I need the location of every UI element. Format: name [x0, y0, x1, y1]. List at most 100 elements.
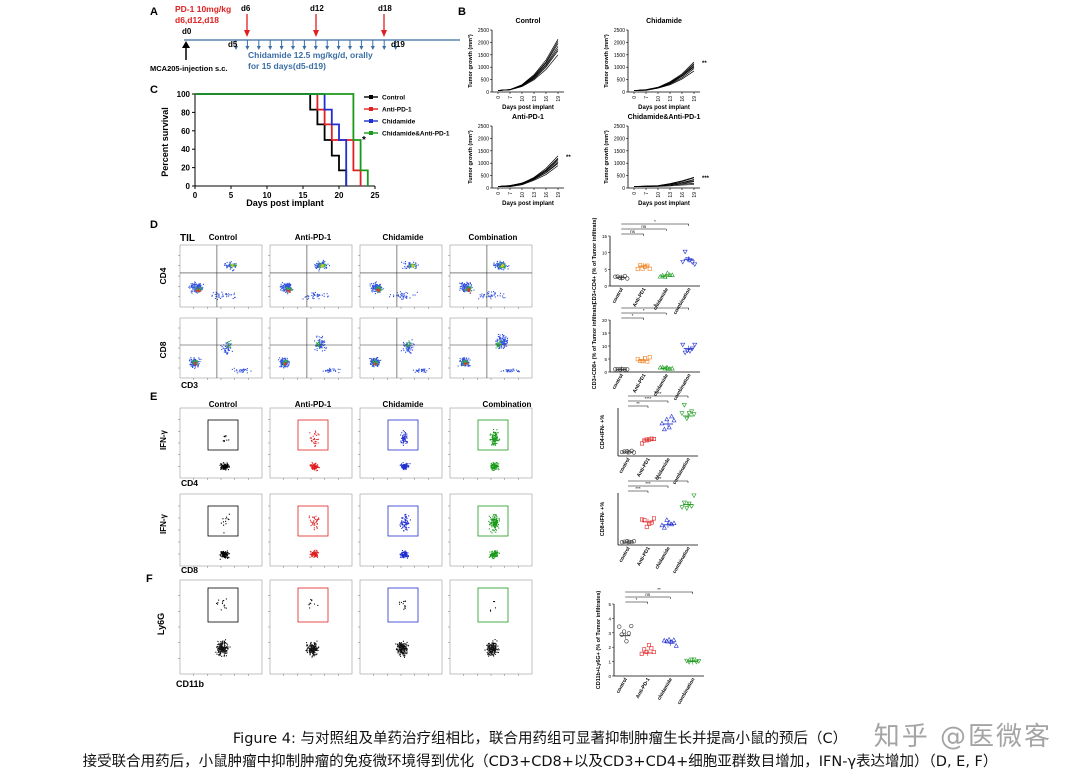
flow-event-dot — [314, 646, 316, 648]
flow-event-dot — [402, 439, 404, 441]
flow-event-dot — [379, 287, 381, 289]
legend-marker-icon — [369, 131, 373, 135]
flow-event-dot — [507, 370, 509, 372]
growth-y-tick-label: 500 — [617, 78, 626, 84]
flow-event-dot — [196, 289, 198, 291]
flow-event-dot — [314, 432, 316, 434]
pd1-arrowhead-icon — [313, 30, 319, 37]
flow-event-dot — [400, 553, 402, 555]
flow-event-dot — [287, 289, 289, 291]
dot-point — [625, 276, 630, 281]
dot-category-label: chidamide — [654, 546, 672, 571]
flow-event-dot — [493, 652, 495, 654]
flow-event-dot — [488, 520, 490, 522]
growth-x-tick-label: 0 — [496, 96, 502, 99]
flow-event-dot — [497, 344, 499, 346]
flow-event-dot — [403, 431, 405, 433]
dot-category-label: control — [611, 286, 625, 304]
flow-event-dot — [493, 431, 495, 433]
flow-event-dot — [491, 526, 493, 528]
flow-event-dot — [491, 434, 493, 436]
flow-event-dot — [415, 263, 417, 265]
flow-event-dot — [224, 556, 226, 558]
flow-event-dot — [498, 347, 500, 349]
flow-event-dot — [405, 551, 407, 553]
flow-event-dot — [226, 261, 228, 263]
dot-point — [642, 264, 647, 269]
flow-event-dot — [498, 262, 500, 264]
flow-event-dot — [225, 520, 227, 522]
flow-event-dot — [370, 361, 372, 363]
flow-event-dot — [493, 554, 495, 556]
flow-event-dot — [375, 364, 377, 366]
flow-event-dot — [401, 292, 403, 294]
dot-point — [691, 493, 697, 499]
flow-event-dot — [284, 363, 286, 365]
flow-event-dot — [415, 266, 417, 268]
flow-event-dot — [461, 288, 463, 290]
flow-event-dot — [490, 610, 492, 612]
flow-event-dot — [409, 266, 411, 268]
flow-event-dot — [316, 293, 318, 295]
flow-event-dot — [406, 557, 408, 559]
flow-event-dot — [231, 350, 233, 352]
survival-curve-1 — [195, 93, 362, 186]
flow-event-dot — [281, 360, 283, 362]
flow-event-dot — [402, 640, 404, 642]
flow-event-dot — [405, 466, 407, 468]
flow-event-dot — [490, 553, 492, 555]
flow-event-dot — [396, 648, 398, 650]
flow-event-dot — [494, 527, 496, 529]
flow-event-dot — [321, 350, 323, 352]
flow-event-dot — [379, 288, 381, 290]
flow-event-dot — [319, 267, 321, 269]
dot-y-tick-label: 15 — [602, 331, 608, 336]
dot-point — [647, 266, 652, 271]
flow-event-dot — [499, 338, 501, 340]
flow-event-dot — [496, 340, 498, 342]
flow-event-dot — [200, 287, 202, 289]
flow-event-dot — [222, 640, 224, 642]
flow-event-dot — [403, 466, 405, 468]
flow-event-dot — [504, 336, 506, 338]
flow-event-dot — [490, 653, 492, 655]
flow-event-dot — [405, 555, 407, 557]
flow-event-dot — [493, 647, 495, 649]
flow-event-dot — [378, 360, 380, 362]
gate-box — [477, 587, 509, 623]
flow-event-dot — [285, 362, 287, 364]
significance-label: ** — [636, 401, 640, 406]
flow-event-dot — [406, 266, 408, 268]
significance-label: * — [632, 313, 634, 318]
flow-event-dot — [314, 434, 316, 436]
flow-event-dot — [513, 368, 515, 370]
flow-event-dot — [494, 555, 496, 557]
flow-event-dot — [494, 516, 496, 518]
flow-event-dot — [191, 292, 193, 294]
flow-event-dot — [500, 343, 502, 345]
flow-event-dot — [287, 287, 289, 289]
flow-event-dot — [492, 640, 494, 642]
flow-event-dot — [312, 650, 314, 652]
flow-header-control: Control — [209, 233, 237, 242]
flow-event-dot — [502, 342, 504, 344]
flow-event-dot — [281, 282, 283, 284]
flow-event-dot — [222, 466, 224, 468]
flow-event-dot — [400, 655, 402, 657]
flow-event-dot — [373, 285, 375, 287]
flow-event-dot — [491, 644, 493, 646]
flow-event-dot — [196, 361, 198, 363]
flow-event-dot — [492, 555, 494, 557]
flow-event-dot — [402, 554, 404, 556]
flow-event-dot — [408, 515, 410, 517]
flow-event-dot — [492, 441, 494, 443]
flow-event-dot — [492, 556, 494, 558]
flow-event-dot — [288, 282, 290, 284]
flow-event-dot — [405, 344, 407, 346]
flow-event-dot — [496, 261, 498, 263]
flow-event-dot — [312, 516, 314, 518]
flow-event-dot — [490, 439, 492, 441]
flow-event-dot — [506, 341, 508, 343]
significance-label: ns — [630, 229, 636, 234]
flow-event-dot — [398, 644, 400, 646]
